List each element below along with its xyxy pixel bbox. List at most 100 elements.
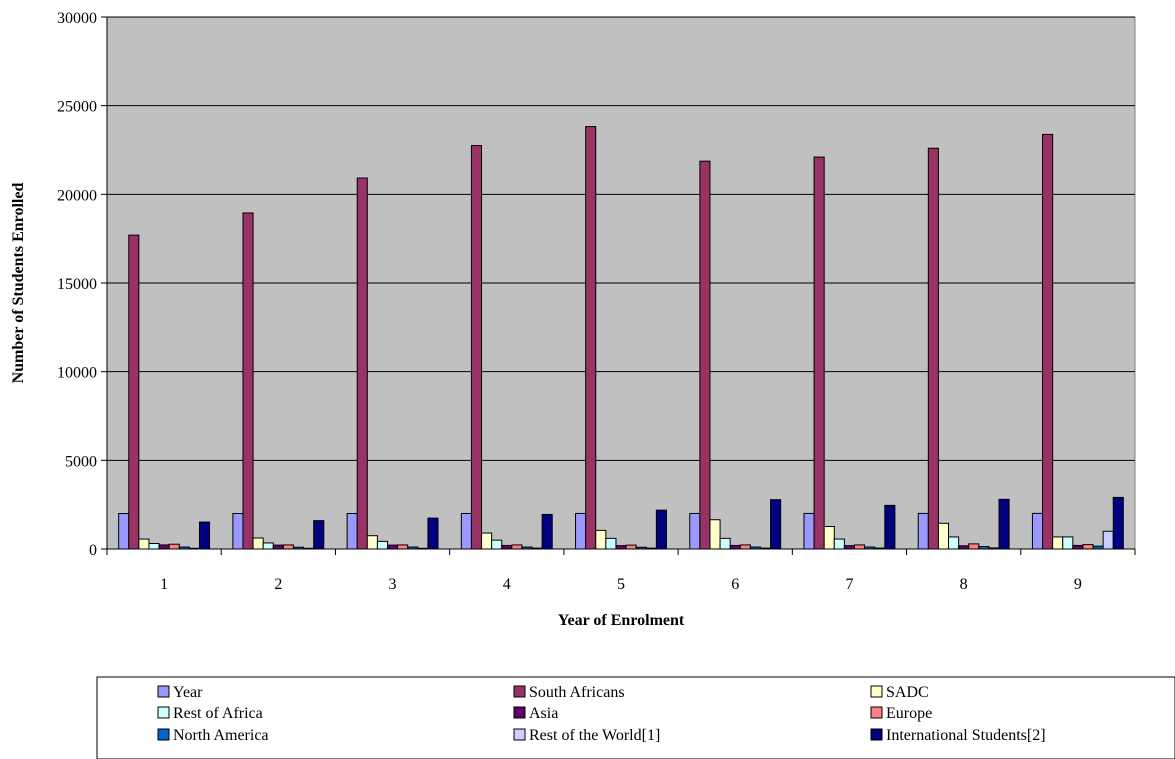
bar [119,514,129,549]
bar [740,545,750,549]
bar [656,510,666,549]
x-tick-label: 5 [617,576,625,593]
bar [149,544,159,550]
bar [199,522,209,549]
legend-swatch [514,729,525,740]
bar [730,545,740,549]
bar [357,178,367,549]
legend-label: Rest of Africa [173,705,263,722]
y-tick-label: 5000 [65,453,97,470]
y-axis-title: Number of Students Enrolled [10,183,27,384]
x-tick-label: 8 [960,576,968,593]
bar [502,545,512,549]
y-tick-labels: 0 5000 10000 15000 20000 25000 30000 [57,10,97,559]
x-tick-label: 6 [731,576,739,593]
bar [969,544,979,549]
bar [1103,531,1113,549]
y-tick-label: 10000 [57,365,97,382]
bar [1113,497,1123,549]
bar [159,545,169,549]
legend-swatch [871,707,882,718]
bar [512,545,522,549]
x-tick-label: 1 [160,576,168,593]
bar [283,545,293,549]
legend-swatch [871,686,882,697]
x-tick-labels: 1 2 3 4 5 6 7 8 9 [160,576,1082,593]
bar [918,513,928,549]
legend-label: Europe [886,705,932,722]
legend-label: Rest of the World[1] [529,727,660,744]
legend-label: North America [173,727,269,744]
bar [1053,537,1063,549]
bar [169,544,179,549]
bar [492,540,502,549]
bar [461,513,471,549]
bar [616,546,626,549]
bar [804,513,814,549]
legend-label: Year [173,684,203,701]
bar [999,499,1009,549]
bar [398,545,408,549]
bar [700,161,710,549]
y-tick-label: 25000 [57,99,97,116]
bar [243,213,253,549]
bar [1073,545,1083,549]
bar [928,148,938,549]
bar [596,530,606,549]
bar [824,526,834,549]
bar [938,523,948,549]
bar [273,545,283,549]
bar [253,538,263,549]
bar [263,543,273,549]
legend-swatch [158,707,169,718]
legend-label: Asia [529,705,558,722]
legend-label: South Africans [529,684,625,701]
bar [1032,513,1042,549]
x-tick-label: 3 [389,576,397,593]
legend-swatch [514,686,525,697]
bar [586,127,596,549]
bar [314,521,324,549]
bar [129,235,139,549]
y-tick-label: 0 [89,542,97,559]
x-tick-label: 4 [503,576,511,593]
bar [814,157,824,549]
legend-swatch [871,729,882,740]
bar [471,146,481,549]
bar [377,541,387,549]
bar [771,500,781,549]
bar [367,536,377,549]
bar [428,518,438,549]
y-tick-label: 15000 [57,276,97,293]
bar [388,545,398,549]
bar [542,514,552,549]
bar [949,537,959,549]
bar [576,513,586,549]
y-tick-label: 20000 [57,187,97,204]
bar [233,514,243,549]
y-tick-label: 30000 [57,10,97,27]
bar [854,545,864,549]
bar [347,514,357,550]
bar [844,546,854,549]
bar [885,505,895,549]
x-tick-label: 7 [845,576,853,593]
x-tick-label: 2 [274,576,282,593]
bar [482,533,492,549]
bar [834,539,844,549]
x-tick-label: 9 [1074,576,1082,593]
legend-swatch [158,729,169,740]
bar [626,545,636,549]
bar [1083,545,1093,549]
legend-label: International Students[2] [886,727,1046,744]
legend-swatch [158,686,169,697]
bar [606,538,616,549]
bar [1043,134,1053,549]
x-axis-title: Year of Enrolment [558,612,685,629]
bar [720,538,730,549]
legend-label: SADC [886,684,929,701]
legend-swatch [514,707,525,718]
bar [1063,537,1073,549]
bar [139,539,149,549]
